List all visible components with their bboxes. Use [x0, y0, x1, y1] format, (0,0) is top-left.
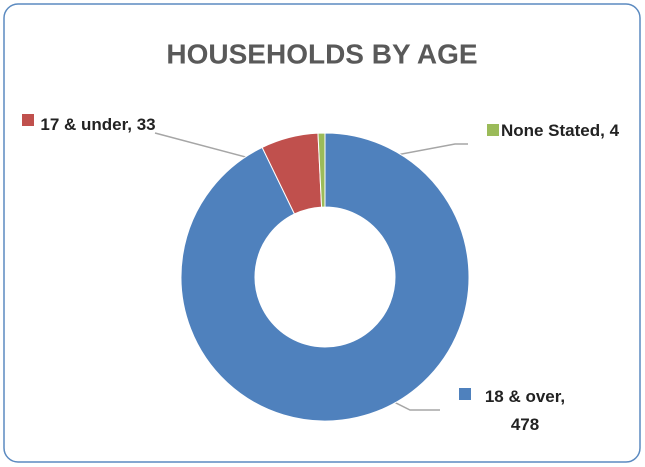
donut-slice	[317, 132, 326, 208]
legend-swatch	[22, 114, 34, 126]
data-label: 17 & under, 33	[40, 115, 156, 134]
data-label: 18 & over, 478	[484, 387, 566, 434]
data-label: None Stated, 4	[500, 121, 620, 140]
donut-slice	[180, 132, 470, 422]
legend-swatch	[487, 124, 499, 136]
frame	[3, 3, 641, 463]
chart-title: HOUSEHOLDS BY AGE	[166, 38, 477, 69]
legend-swatch	[459, 388, 471, 400]
